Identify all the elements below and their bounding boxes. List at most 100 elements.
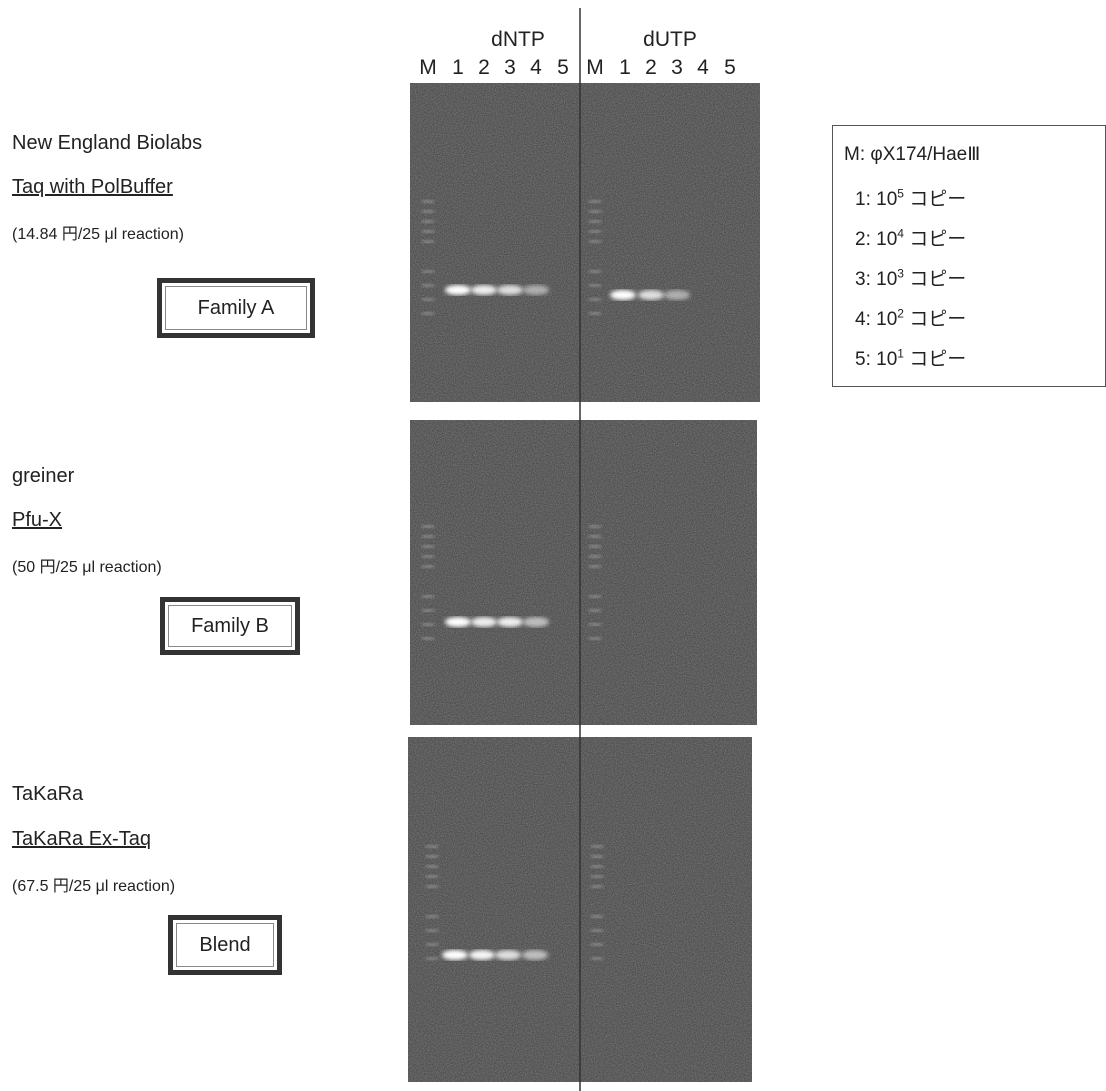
price: (14.84 円/25 μl reaction)	[12, 220, 184, 244]
ladder-band	[591, 865, 603, 868]
legend-text: コピー	[904, 189, 966, 210]
ladder-band	[589, 609, 601, 612]
band	[664, 290, 690, 300]
lane-label: 3	[671, 56, 683, 80]
ladder-band	[589, 270, 601, 273]
band	[523, 617, 549, 627]
band	[471, 617, 497, 627]
ladder-band	[589, 200, 601, 203]
ladder-band	[422, 565, 434, 568]
legend-text: 2: 10	[855, 229, 897, 250]
ladder-band	[426, 929, 438, 932]
ladder-band	[591, 845, 603, 848]
band	[445, 285, 471, 295]
legend-text: コピー	[904, 309, 966, 330]
band	[610, 290, 636, 300]
page: dNTP dUTP M12345M12345 New England Biola…	[0, 0, 1106, 1091]
group-label: dUTP	[643, 28, 697, 52]
ladder-band	[422, 298, 434, 301]
lane-label: 1	[619, 56, 631, 80]
band	[442, 950, 468, 960]
legend-marker: M: φX174/HaeⅢ	[844, 143, 980, 166]
ladder-band	[591, 929, 603, 932]
legend-item: 1: 105 コピー	[855, 184, 966, 211]
ladder-band	[422, 525, 434, 528]
ladder-band	[422, 609, 434, 612]
ladder-band	[589, 210, 601, 213]
legend-item: 2: 104 コピー	[855, 224, 966, 251]
band	[497, 617, 523, 627]
ladder-band	[589, 240, 601, 243]
lane-label: M	[586, 56, 604, 80]
ladder-band	[589, 555, 601, 558]
ladder-band	[426, 915, 438, 918]
company: TaKaRa	[12, 783, 83, 806]
band	[523, 285, 549, 295]
legend-text: 5: 10	[855, 349, 897, 370]
ladder-band	[589, 623, 601, 626]
gel-texture	[410, 420, 757, 725]
legend-text: 3: 10	[855, 269, 897, 290]
ladder-band	[426, 855, 438, 858]
ladder-band	[589, 535, 601, 538]
ladder-band	[589, 595, 601, 598]
lane-label: 3	[504, 56, 516, 80]
ladder-band	[591, 957, 603, 960]
legend-text: 4: 10	[855, 309, 897, 330]
product: TaKaRa Ex-Taq	[12, 828, 151, 851]
lane-label: 4	[697, 56, 709, 80]
lane-label: 1	[452, 56, 464, 80]
ladder-band	[426, 885, 438, 888]
legend-item: 3: 103 コピー	[855, 264, 966, 291]
price: (67.5 円/25 μl reaction)	[12, 872, 175, 896]
family-box: Blend	[168, 915, 282, 975]
ladder-band	[422, 240, 434, 243]
legend-item: 5: 101 コピー	[855, 344, 966, 371]
ladder-band	[589, 220, 601, 223]
legend-sup: 3	[897, 267, 904, 281]
ladder-band	[589, 525, 601, 528]
ladder-band	[426, 957, 438, 960]
legend-item: 4: 102 コピー	[855, 304, 966, 331]
ladder-band	[591, 915, 603, 918]
lane-label: M	[419, 56, 437, 80]
ladder-band	[591, 943, 603, 946]
ladder-band	[426, 845, 438, 848]
legend-text: 1: 10	[855, 189, 897, 210]
ladder-band	[422, 270, 434, 273]
ladder-band	[589, 545, 601, 548]
ladder-band	[422, 595, 434, 598]
ladder-band	[589, 230, 601, 233]
ladder-band	[422, 555, 434, 558]
lane-label: 2	[478, 56, 490, 80]
ladder-band	[422, 637, 434, 640]
lane-label: 5	[557, 56, 569, 80]
legend-text: コピー	[904, 349, 966, 370]
band	[522, 950, 548, 960]
ladder-band	[422, 220, 434, 223]
band	[638, 290, 664, 300]
legend-sup: 2	[897, 307, 904, 321]
gel-texture	[410, 83, 760, 402]
band	[469, 950, 495, 960]
ladder-band	[422, 545, 434, 548]
ladder-band	[422, 230, 434, 233]
ladder-band	[426, 943, 438, 946]
ladder-band	[422, 623, 434, 626]
ladder-band	[422, 535, 434, 538]
band	[445, 617, 471, 627]
band	[497, 285, 523, 295]
ladder-band	[426, 865, 438, 868]
company: New England Biolabs	[12, 132, 202, 155]
price: (50 円/25 μl reaction)	[12, 553, 162, 577]
company: greiner	[12, 465, 74, 488]
ladder-band	[591, 875, 603, 878]
ladder-band	[589, 312, 601, 315]
ladder-band	[589, 637, 601, 640]
legend-sup: 4	[897, 227, 904, 241]
ladder-band	[589, 565, 601, 568]
lane-label: 2	[645, 56, 657, 80]
legend-text: コピー	[904, 269, 966, 290]
ladder-band	[589, 298, 601, 301]
